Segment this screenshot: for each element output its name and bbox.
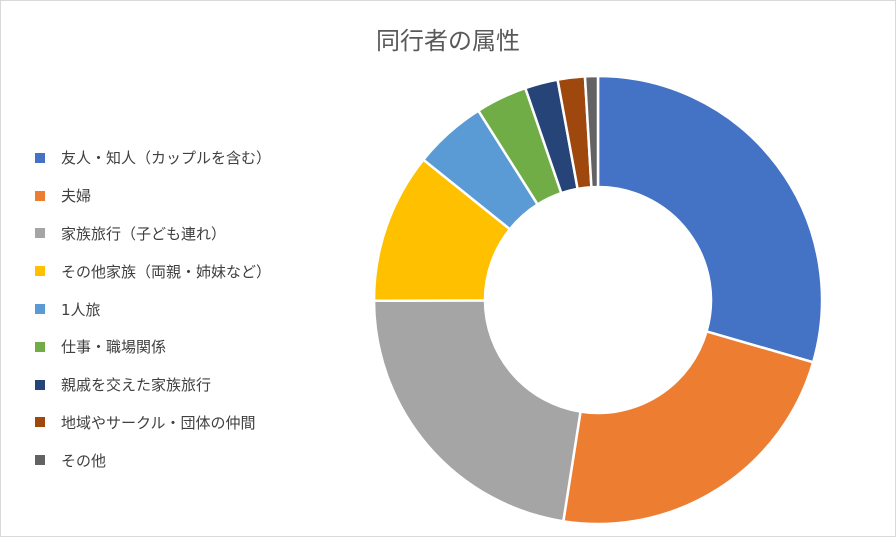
legend-item: その他家族（両親・姉妹など） xyxy=(35,252,271,290)
legend-label: 友人・知人（カップルを含む） xyxy=(61,149,272,168)
donut-slice xyxy=(596,74,824,364)
legend-swatch xyxy=(35,266,45,277)
chart-title: 同行者の属性 xyxy=(376,27,520,55)
legend-item: 1人旅 xyxy=(35,290,271,328)
legend-item: その他 xyxy=(35,441,271,479)
legend-item: 親戚を交えた家族旅行 xyxy=(35,366,271,404)
donut-slice xyxy=(583,74,600,189)
legend-item: 友人・知人（カップルを含む） xyxy=(35,139,271,177)
legend-swatch xyxy=(35,304,45,315)
legend-swatch xyxy=(35,228,45,239)
legend-label: 親戚を交えた家族旅行 xyxy=(61,376,212,395)
donut-slice xyxy=(561,329,815,526)
legend-item: 夫婦 xyxy=(35,177,271,215)
legend-swatch xyxy=(35,152,45,163)
legend-swatch xyxy=(35,379,45,390)
legend-swatch xyxy=(35,455,45,466)
legend-item: 家族旅行（子ども連れ） xyxy=(35,215,271,253)
legend-label: 夫婦 xyxy=(61,187,92,206)
legend-label: 仕事・職場関係 xyxy=(61,338,167,357)
legend-label: 家族旅行（子ども連れ） xyxy=(61,224,227,243)
legend-item: 仕事・職場関係 xyxy=(35,328,271,366)
donut-slice xyxy=(372,299,582,523)
legend-swatch xyxy=(35,417,45,428)
legend-label: その他家族（両親・姉妹など） xyxy=(61,262,272,281)
legend-label: 1人旅 xyxy=(61,300,101,319)
legend-label: その他 xyxy=(61,451,107,470)
legend-label: 地域やサークル・団体の仲間 xyxy=(61,413,256,432)
legend-swatch xyxy=(35,341,45,352)
legend-item: 地域やサークル・団体の仲間 xyxy=(35,404,271,442)
legend: 友人・知人（カップルを含む） 夫婦家族旅行（子ども連れ） その他家族（両親・姉妹など… xyxy=(35,139,271,479)
legend-swatch xyxy=(35,190,45,201)
